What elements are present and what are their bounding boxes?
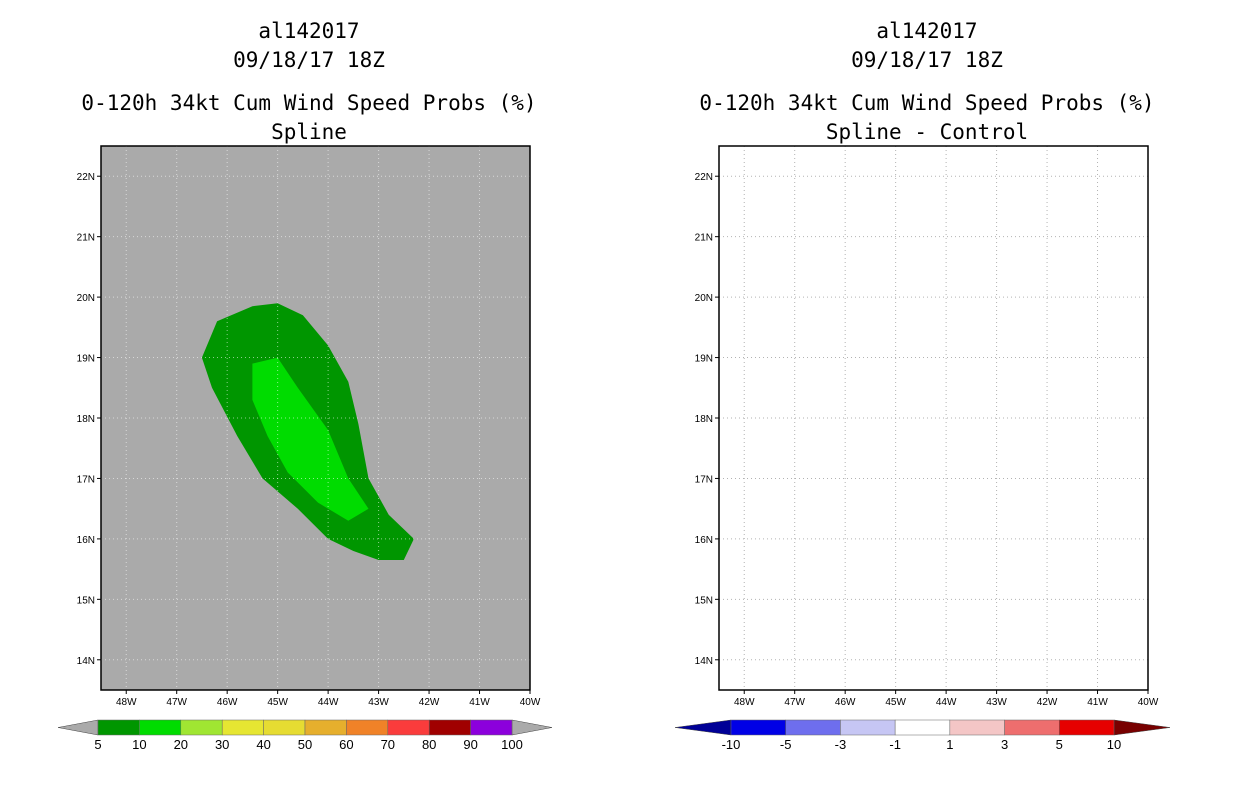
y-tick-label: 20N bbox=[695, 293, 713, 304]
colorbar-under-arrow bbox=[57, 719, 99, 736]
y-tick-label: 14N bbox=[77, 656, 95, 667]
panel-2: al142017 09/18/17 18Z 0-120h 34kt Cum Wind… bbox=[674, 19, 1171, 752]
colorbar-segment bbox=[221, 719, 264, 736]
colorbar-label: 70 bbox=[381, 737, 395, 752]
chart-subtitle: Spline - Control bbox=[826, 120, 1028, 144]
colorbar-label: -5 bbox=[780, 737, 792, 752]
colorbar-label: 3 bbox=[1001, 737, 1008, 752]
colorbar-segment bbox=[785, 719, 841, 736]
colorbar-segment bbox=[730, 719, 786, 736]
colorbar-label: -1 bbox=[889, 737, 901, 752]
y-tick-label: 22N bbox=[77, 172, 95, 183]
x-tick-label: 43W bbox=[986, 697, 1007, 708]
colorbar-segment bbox=[346, 719, 389, 736]
colorbar-label: 30 bbox=[215, 737, 229, 752]
colorbar-label: 100 bbox=[501, 737, 523, 752]
y-tick-label: 22N bbox=[695, 172, 713, 183]
colorbar-label: 90 bbox=[463, 737, 477, 752]
x-tick-label: 40W bbox=[520, 697, 541, 708]
colorbar-label: -3 bbox=[835, 737, 847, 752]
colorbar-segment bbox=[387, 719, 430, 736]
colorbar-segment bbox=[840, 719, 896, 736]
colorbar-label: 10 bbox=[132, 737, 146, 752]
y-tick-label: 16N bbox=[695, 535, 713, 546]
colorbar-segment bbox=[1004, 719, 1060, 736]
datetime: 09/18/17 18Z bbox=[851, 48, 1003, 72]
colorbar: -10 -5 -3 -1 1 3 5 10 bbox=[674, 719, 1171, 752]
colorbar-segment bbox=[180, 719, 223, 736]
colorbar-segment bbox=[949, 719, 1005, 736]
y-tick-label: 19N bbox=[695, 354, 713, 365]
colorbar-label: 5 bbox=[94, 737, 101, 752]
colorbar-segment bbox=[470, 719, 513, 736]
colorbar-over-arrow bbox=[1113, 719, 1171, 736]
contour-10-20% bbox=[252, 357, 369, 521]
panel-1: al142017 09/18/17 18Z 0-120h 34kt Cum Wind… bbox=[57, 19, 553, 752]
colorbar-segment bbox=[97, 719, 140, 736]
x-tick-label: 44W bbox=[936, 697, 957, 708]
y-tick-label: 16N bbox=[77, 535, 95, 546]
colorbar-label: 10 bbox=[1107, 737, 1121, 752]
colorbar-label: 1 bbox=[946, 737, 953, 752]
y-tick-label: 15N bbox=[77, 595, 95, 606]
y-tick-label: 15N bbox=[695, 595, 713, 606]
colorbar-label: 80 bbox=[422, 737, 436, 752]
y-tick-label: 18N bbox=[77, 414, 95, 425]
x-tick-label: 40W bbox=[1138, 697, 1159, 708]
x-tick-label: 45W bbox=[267, 697, 288, 708]
colorbar-label: -10 bbox=[722, 737, 741, 752]
x-tick-label: 42W bbox=[1037, 697, 1058, 708]
x-tick-label: 46W bbox=[835, 697, 856, 708]
plot-background bbox=[719, 146, 1148, 690]
x-tick-label: 45W bbox=[885, 697, 906, 708]
colorbar-label: 60 bbox=[339, 737, 353, 752]
colorbar-segment bbox=[428, 719, 471, 736]
colorbar-over-arrow bbox=[511, 719, 553, 736]
colorbar-segment bbox=[139, 719, 182, 736]
y-tick-label: 17N bbox=[77, 474, 95, 485]
y-tick-label: 20N bbox=[77, 293, 95, 304]
colorbar-segment bbox=[894, 719, 951, 736]
chart-subtitle: Spline bbox=[271, 120, 347, 144]
x-tick-label: 47W bbox=[166, 697, 187, 708]
y-tick-label: 21N bbox=[77, 233, 95, 244]
colorbar-segment bbox=[304, 719, 347, 736]
storm-id: al142017 bbox=[258, 19, 359, 43]
colorbar-label: 20 bbox=[174, 737, 188, 752]
x-tick-label: 48W bbox=[734, 697, 755, 708]
x-tick-label: 42W bbox=[419, 697, 440, 708]
datetime: 09/18/17 18Z bbox=[233, 48, 385, 72]
x-tick-label: 47W bbox=[784, 697, 805, 708]
storm-id: al142017 bbox=[876, 19, 977, 43]
colorbar-segment bbox=[263, 719, 306, 736]
y-tick-label: 19N bbox=[77, 354, 95, 365]
x-tick-label: 41W bbox=[469, 697, 490, 708]
colorbar: 5 10 20 30 40 50 60 70 80 90 100 bbox=[57, 719, 553, 752]
chart-title: 0-120h 34kt Cum Wind Speed Probs (%) bbox=[81, 91, 536, 115]
colorbar-under-arrow bbox=[674, 719, 732, 736]
x-tick-label: 48W bbox=[116, 697, 137, 708]
colorbar-label: 5 bbox=[1056, 737, 1063, 752]
colorbar-label: 40 bbox=[256, 737, 270, 752]
chart-title: 0-120h 34kt Cum Wind Speed Probs (%) bbox=[699, 91, 1154, 115]
colorbar-label: 50 bbox=[298, 737, 312, 752]
y-tick-label: 14N bbox=[695, 656, 713, 667]
y-tick-label: 17N bbox=[695, 474, 713, 485]
x-tick-label: 43W bbox=[368, 697, 389, 708]
x-tick-label: 41W bbox=[1087, 697, 1108, 708]
y-tick-label: 21N bbox=[695, 233, 713, 244]
x-tick-label: 46W bbox=[217, 697, 238, 708]
x-tick-label: 44W bbox=[318, 697, 339, 708]
colorbar-segment bbox=[1059, 719, 1115, 736]
y-tick-label: 18N bbox=[695, 414, 713, 425]
